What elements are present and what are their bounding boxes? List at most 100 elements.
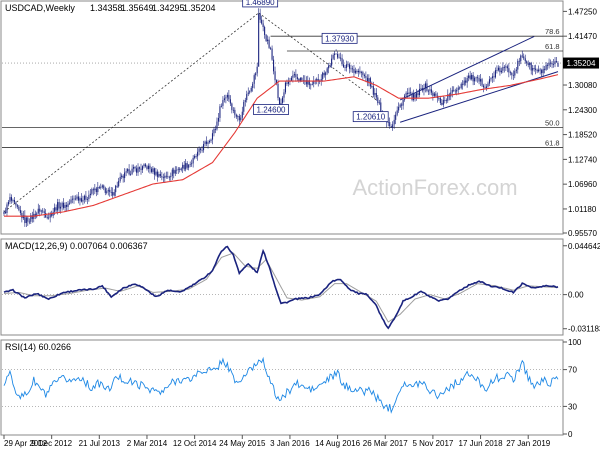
candle: [31, 211, 33, 223]
candle: [377, 94, 379, 106]
candle-body: [179, 168, 181, 170]
candle-body: [368, 78, 370, 82]
candle: [141, 165, 144, 174]
candle-body: [518, 60, 520, 62]
price-tick-label: 1.18520: [568, 131, 597, 140]
candle-body: [438, 97, 440, 99]
symbol-title: USDCAD,Weekly: [5, 3, 75, 13]
candle: [407, 88, 409, 98]
candle: [36, 211, 38, 219]
candle: [268, 36, 270, 50]
candle: [378, 99, 380, 105]
candle-body: [183, 164, 185, 170]
candles: [3, 8, 559, 227]
candle: [524, 54, 526, 64]
candle-body: [515, 69, 517, 72]
x-tick-label: 9 Dec 2012: [31, 439, 72, 448]
candle-body: [290, 77, 292, 81]
candle: [552, 59, 555, 68]
candle-body: [100, 187, 102, 189]
candle-body: [554, 61, 556, 64]
candle: [478, 75, 480, 85]
candle-body: [6, 204, 8, 213]
candle: [538, 65, 540, 73]
candle: [523, 53, 525, 61]
candle: [155, 167, 157, 177]
candle: [497, 65, 499, 72]
candle-body: [387, 122, 389, 123]
candle: [402, 97, 404, 110]
candle-body: [270, 47, 272, 49]
candle-body: [474, 77, 476, 82]
candle: [179, 167, 181, 173]
candle: [410, 87, 412, 96]
candle-body: [342, 64, 345, 68]
candle-body: [118, 180, 120, 187]
candle: [365, 71, 367, 83]
candle-body: [198, 148, 200, 152]
candle-body: [167, 176, 169, 177]
candle-body: [524, 58, 526, 62]
candle: [80, 193, 82, 203]
candle: [203, 140, 205, 153]
candle-body: [493, 76, 495, 78]
pivot-label-text: 1.24600: [257, 106, 286, 115]
macd-panel: 0.044642 0.00 -0.031183 MACD(12,26,9) 0.00…: [0, 238, 600, 336]
x-tick-label: 2 Mar 2014: [127, 439, 168, 448]
candle-body: [161, 176, 163, 178]
candle-body: [76, 196, 78, 199]
candle-body: [520, 55, 522, 62]
candle-body: [244, 100, 246, 103]
trendline-dotted-down: [258, 12, 377, 101]
candle-body: [64, 204, 66, 208]
candle: [137, 163, 139, 176]
candle-body: [432, 92, 434, 96]
candle: [256, 62, 258, 77]
candle: [273, 55, 275, 75]
candle-body: [31, 215, 33, 219]
candle-body: [214, 128, 217, 130]
candle: [217, 112, 220, 126]
candle-body: [243, 102, 245, 112]
watermark: ActionForex.com: [352, 175, 517, 200]
candle: [424, 81, 427, 93]
candle-body: [496, 70, 498, 71]
candle: [140, 163, 142, 175]
candle: [465, 77, 467, 86]
candle-body: [262, 23, 264, 27]
price-tick-label: 1.47250: [568, 7, 597, 16]
candle-body: [298, 78, 300, 82]
rsi-tick-label: 0: [568, 430, 573, 439]
candle: [70, 195, 72, 205]
candle-body: [530, 62, 532, 71]
candle-body: [278, 98, 281, 107]
candle-body: [429, 89, 431, 91]
candle-body: [28, 221, 30, 223]
candle: [46, 214, 48, 220]
candle: [417, 90, 419, 99]
candle-body: [274, 71, 276, 81]
pivot-label-text: 1.37930: [325, 34, 354, 43]
candle: [57, 198, 59, 215]
candle: [167, 171, 169, 179]
candle: [459, 86, 461, 90]
candle: [16, 203, 18, 209]
candle-body: [101, 185, 103, 188]
candle: [514, 68, 516, 79]
candle: [281, 96, 284, 106]
macd-tick-label: -0.031183: [568, 325, 600, 334]
candle-body: [407, 92, 409, 94]
candle: [511, 71, 513, 80]
candle-body: [121, 175, 123, 177]
candle: [131, 164, 133, 176]
candle-body: [435, 93, 437, 96]
candle-body: [16, 205, 18, 207]
candle-body: [491, 76, 494, 79]
candle: [414, 92, 416, 102]
candle: [219, 103, 221, 122]
candle-body: [46, 217, 48, 219]
candle: [392, 121, 394, 131]
candle: [243, 99, 245, 115]
candle-body: [124, 172, 126, 179]
candle-body: [482, 85, 485, 88]
